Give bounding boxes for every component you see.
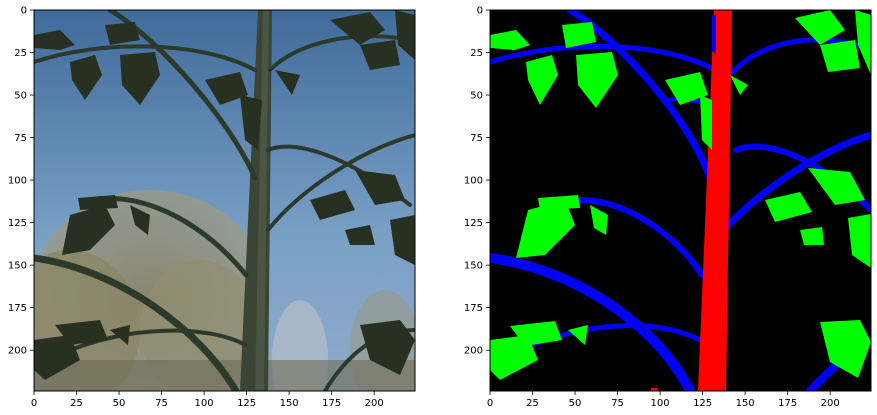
x-tick-label: 50: [569, 398, 582, 409]
x-tick-label: 150: [736, 398, 755, 409]
x-tick-label: 100: [651, 398, 670, 409]
x-tick-label: 75: [611, 398, 624, 409]
y-tick-label: 0: [21, 6, 27, 17]
y-tick-label: 125: [464, 218, 483, 229]
x-tick-label: 150: [280, 398, 299, 409]
photo-axes: 0 25 50 75 100 125 150 175 200 0 25 50 75 100 125 150 17…: [8, 6, 384, 410]
photo-frame: [33, 9, 416, 392]
y-tick-label: 100: [8, 176, 27, 187]
mask-panel: [490, 10, 871, 391]
x-tick-label: 200: [821, 398, 840, 409]
y-tick-label: 125: [8, 218, 27, 229]
x-tick-label: 100: [195, 398, 214, 409]
y-tick-label: 50: [470, 91, 483, 102]
y-tick-label: 25: [470, 48, 483, 59]
mask-frame: [489, 9, 872, 392]
y-tick-label: 25: [14, 48, 27, 59]
y-tick-label: 175: [464, 303, 483, 314]
mask-stem: [698, 10, 732, 391]
y-tick-label: 150: [464, 261, 483, 272]
y-tick-label: 150: [8, 261, 27, 272]
x-tick-label: 25: [70, 398, 83, 409]
y-tick-label: 75: [14, 133, 27, 144]
mask-leaves: [490, 10, 871, 391]
x-tick-label: 125: [693, 398, 712, 409]
y-tick-label: 100: [464, 176, 483, 187]
x-tick-label: 175: [778, 398, 797, 409]
x-tick-label: 175: [322, 398, 341, 409]
y-tick-label: 0: [477, 6, 483, 17]
x-tick-label: 200: [365, 398, 384, 409]
y-tick-label: 200: [464, 346, 483, 357]
y-tick-label: 175: [8, 303, 27, 314]
y-tick-label: 75: [470, 133, 483, 144]
y-tick-label: 50: [14, 91, 27, 102]
mask-axes: 0 25 50 75 100 125 150 175 200 0 25 50 75 100 125 150 17…: [464, 6, 840, 410]
x-tick-label: 125: [237, 398, 256, 409]
x-tick-label: 25: [526, 398, 539, 409]
photo-panel: [34, 10, 415, 391]
x-tick-label: 0: [31, 398, 37, 409]
x-tick-label: 0: [487, 398, 493, 409]
x-tick-label: 50: [113, 398, 126, 409]
leaves: [34, 10, 415, 380]
x-tick-label: 75: [155, 398, 168, 409]
y-tick-label: 200: [8, 346, 27, 357]
